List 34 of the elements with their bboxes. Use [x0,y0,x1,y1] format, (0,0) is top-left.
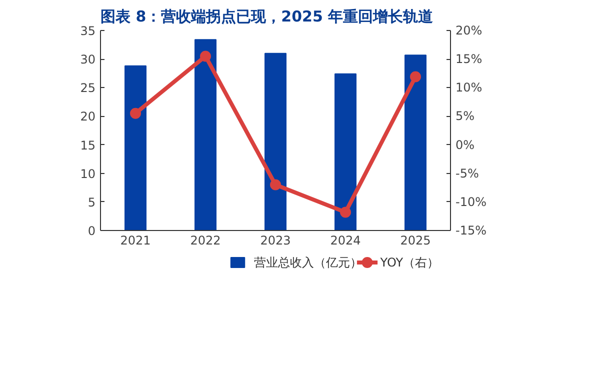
bar [404,54,426,230]
y-tick-label: 30 [80,52,96,67]
y2-tick-label: -15% [456,224,487,238]
x-tick-label: 2022 [190,234,221,248]
point [270,179,281,190]
y-tick-label: 0 [88,224,96,238]
bar [264,52,286,230]
y-tick-label: 20 [80,110,96,124]
y-tick-label: 25 [80,81,96,96]
y2-tick-label: 5% [456,109,475,124]
legend-label: 营业总收入（亿元） [254,256,362,270]
point [410,71,421,82]
point [130,108,141,119]
y-tick-label: 10 [80,166,96,181]
chart-title: 图表 8：营收端拐点已现，2025 年重回增长轨道 [100,8,434,26]
y2-tick-label: 0% [456,138,475,152]
y2-tick-label: 20% [456,24,482,38]
bar [124,65,146,230]
legend-label: YOY（右） [379,256,440,270]
y2-tick-label: 15% [456,52,482,66]
y-tick-label: 5 [88,195,96,210]
y2-tick-label: 10% [456,80,482,95]
bar [334,73,356,230]
y-tick-label: 35 [80,24,96,38]
x-tick-label: 2021 [120,234,151,248]
y2-tick-label: -5% [456,166,479,180]
point [200,50,211,62]
y2-tick-label: -10% [456,194,487,209]
x-tick-label: 2023 [260,234,291,248]
bar [194,39,216,230]
x-tick-label: 2025 [400,234,431,248]
x-tick-label: 2024 [330,234,361,248]
point [340,206,351,218]
y-tick-label: 15 [80,138,96,152]
